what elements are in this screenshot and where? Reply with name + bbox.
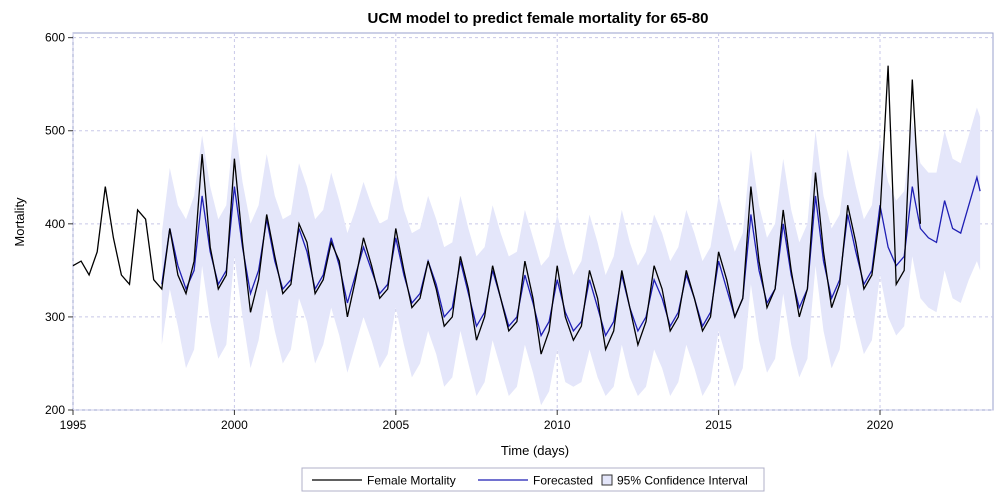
y-tick-label: 500: [45, 124, 65, 138]
x-tick-label: 2015: [705, 418, 732, 432]
legend-label-female-mortality: Female Mortality: [367, 474, 456, 488]
y-tick-label: 600: [45, 31, 65, 45]
y-axis: 200 300 400 500 600: [45, 31, 73, 417]
y-tick-label: 200: [45, 403, 65, 417]
legend: Female Mortality Forecasted 95% Confiden…: [301, 467, 765, 492]
legend-label-confidence-interval: 95% Confidence Interval: [617, 474, 748, 488]
x-tick-label: 2020: [867, 418, 894, 432]
series-lines-layer: [72, 65, 981, 355]
chart-title: UCM model to predict female mortality fo…: [368, 10, 709, 27]
y-tick-label: 400: [45, 217, 65, 231]
x-axis-label: Time (days): [501, 443, 569, 458]
y-axis-label: Mortality: [12, 197, 27, 247]
y-tick-label: 300: [45, 310, 65, 324]
confidence-band-layer: [161, 107, 981, 406]
x-tick-label: 2000: [221, 418, 248, 432]
plot-area: [72, 32, 994, 411]
female-mortality-line: [72, 65, 922, 355]
legend-swatch-confidence-interval: [601, 474, 613, 486]
x-tick-label: 2005: [382, 418, 409, 432]
x-tick-label: 1995: [60, 418, 87, 432]
legend-label-forecasted: Forecasted: [533, 474, 593, 488]
confidence-interval-band: [161, 107, 981, 406]
legend-frame: [301, 467, 765, 492]
x-axis: 1995 2000 2005 2010 2015 2020: [60, 410, 894, 432]
x-tick-label: 2010: [544, 418, 571, 432]
